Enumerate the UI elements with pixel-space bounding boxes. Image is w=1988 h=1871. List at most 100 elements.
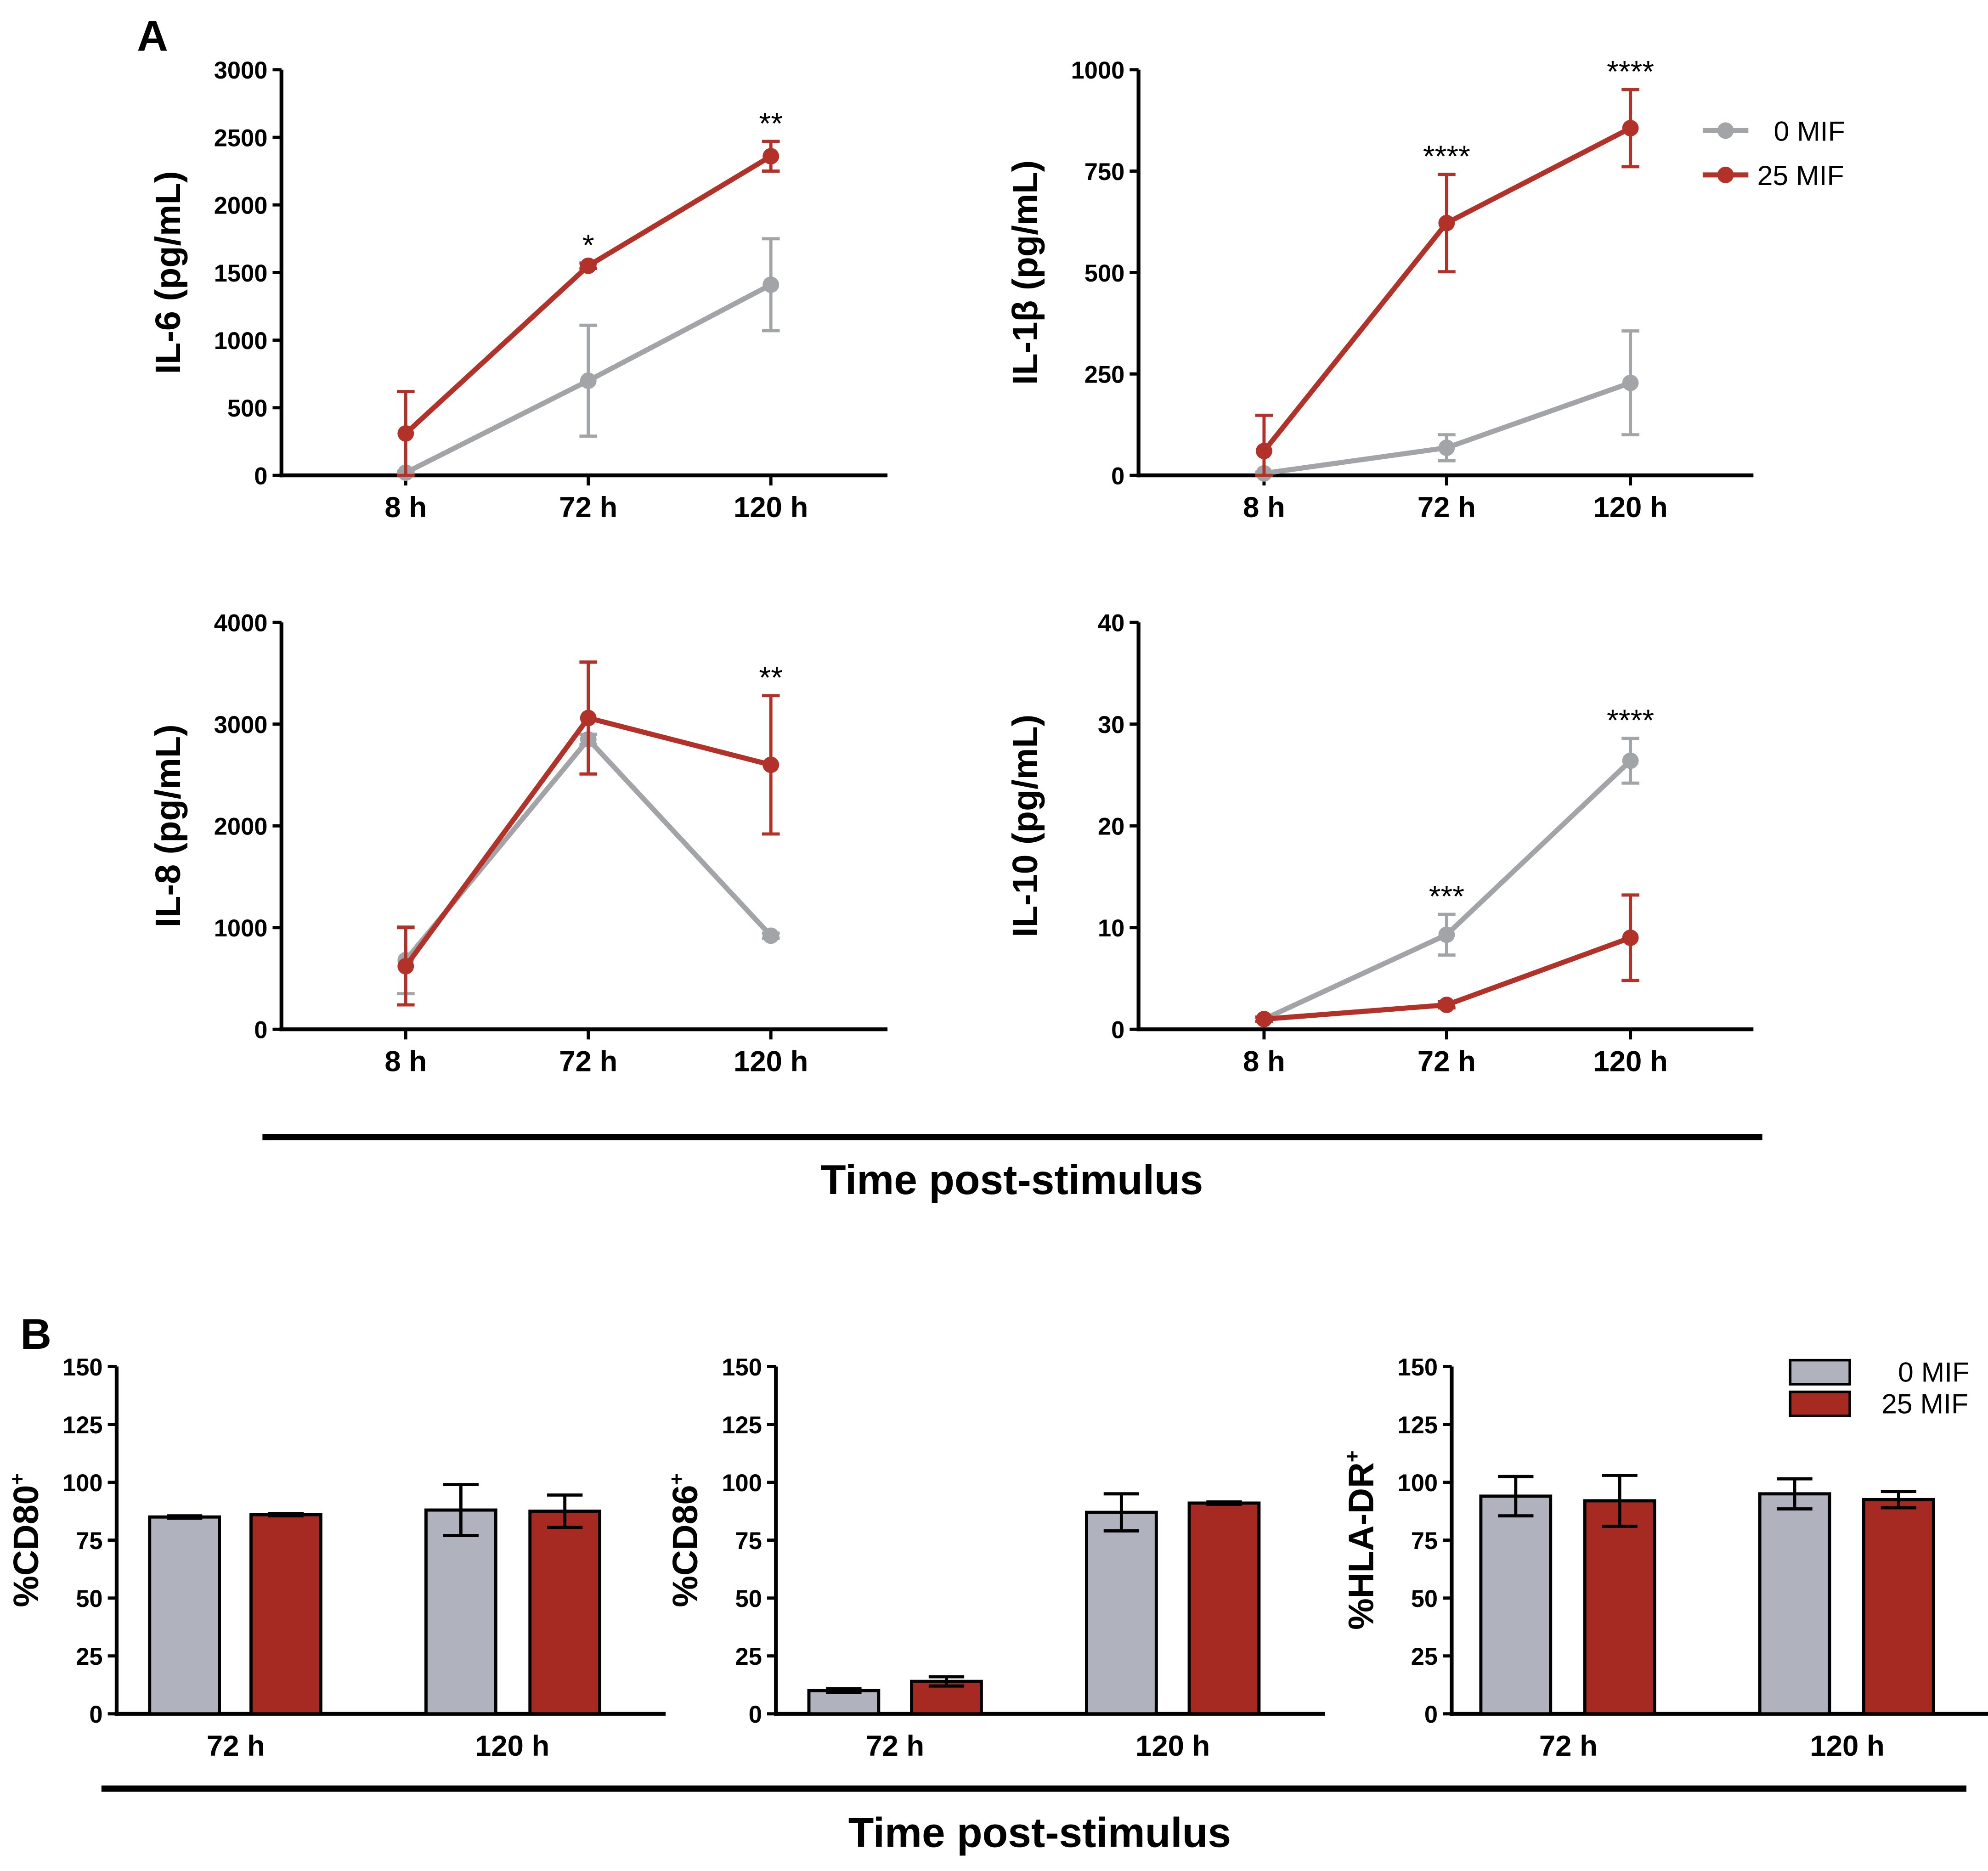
y-tick-label: 500 <box>1084 260 1125 287</box>
y-axis-title: IL-8 (pg/mL) <box>148 724 188 927</box>
bar-chart-cd86: 0 25 50 75 100 125 150 72 h 120 h %CD86+ <box>666 1354 1325 1762</box>
y-tick-label: 75 <box>735 1528 762 1555</box>
y-axis-title: %HLA-DR+ <box>1341 1450 1381 1630</box>
data-point <box>1438 997 1455 1014</box>
data-point <box>1438 440 1455 456</box>
data-point <box>1622 752 1639 769</box>
series-grey <box>1255 329 1639 482</box>
y-tick-label: 100 <box>722 1470 762 1497</box>
data-point <box>1255 1011 1272 1028</box>
y-axis-title-main: %CD86 <box>666 1485 705 1607</box>
legend-bar-swatch <box>1789 1358 1851 1386</box>
y-tick-label: 75 <box>76 1528 102 1555</box>
y-axis-title: %CD86+ <box>666 1473 705 1607</box>
bar-grey <box>1758 1492 1831 1716</box>
bar-red <box>1583 1499 1656 1716</box>
legend-label: 0 MIF <box>1898 1357 1969 1388</box>
significance-marker: ** <box>759 661 783 695</box>
x-tick-label: 120 h <box>1593 491 1667 524</box>
line-chart-il8: 0 1000 2000 3000 4000 8 h 72 h 120 h IL-8 (pg/mL… <box>148 610 888 1077</box>
y-tick-label: 150 <box>62 1354 103 1381</box>
significance-marker: *** <box>1429 879 1464 913</box>
x-tick-label: 72 h <box>559 491 617 524</box>
bar-grey <box>1085 1510 1158 1716</box>
data-point <box>762 927 779 944</box>
bar-red <box>249 1513 322 1716</box>
y-tick-label: 125 <box>1398 1412 1438 1439</box>
y-axis-title-superscript: + <box>1341 1450 1364 1462</box>
x-tick-label: 120 h <box>475 1730 549 1762</box>
y-tick-label: 0 <box>749 1702 762 1728</box>
significance-marker: ** <box>759 107 783 141</box>
x-tick-label: 120 h <box>1810 1730 1884 1762</box>
x-tick-label: 72 h <box>559 1045 617 1077</box>
y-tick-label: 30 <box>1098 712 1124 738</box>
data-point <box>397 958 414 975</box>
bar-red <box>1187 1501 1261 1716</box>
significance-marker: * <box>582 228 594 262</box>
data-point <box>580 257 597 274</box>
series-grey <box>396 237 780 481</box>
y-tick-label: 0 <box>254 1017 267 1044</box>
data-point <box>762 276 779 293</box>
x-tick-label: 72 h <box>1539 1730 1598 1762</box>
y-tick-label: 50 <box>735 1586 762 1612</box>
y-tick-label: 10 <box>1098 915 1124 942</box>
significance-marker: **** <box>1423 140 1470 174</box>
y-tick-label: 1500 <box>214 260 268 287</box>
data-point <box>1622 929 1639 946</box>
y-tick-label: 0 <box>1111 463 1124 490</box>
y-axis-title: IL-10 (pg/mL) <box>1005 715 1045 937</box>
y-tick-label: 3000 <box>214 712 268 738</box>
y-tick-label: 0 <box>254 463 267 490</box>
y-tick-label: 25 <box>76 1644 102 1670</box>
legend-lines: 0 MIF 25 MIF <box>1702 115 1845 191</box>
bar-grey <box>1479 1494 1553 1716</box>
data-point <box>1438 926 1455 943</box>
bar-grey <box>424 1508 497 1716</box>
legend-marker <box>1717 166 1734 183</box>
x-tick-label: 72 h <box>1418 1045 1476 1077</box>
y-axis-title: IL-1β (pg/mL) <box>1005 160 1045 385</box>
data-point <box>1438 214 1455 231</box>
series-red <box>396 140 780 477</box>
x-tick-label: 72 h <box>866 1730 924 1762</box>
legend-label: 25 MIF <box>1757 160 1844 191</box>
y-tick-label: 40 <box>1098 610 1124 637</box>
bar-red <box>1862 1498 1935 1716</box>
x-tick-label: 72 h <box>1418 491 1476 524</box>
panel-label-a: A <box>137 11 168 60</box>
y-tick-label: 0 <box>89 1702 102 1728</box>
series-red <box>1255 88 1639 477</box>
legend-marker <box>1717 122 1734 139</box>
y-axis-title: %CD80+ <box>6 1473 45 1607</box>
y-tick-label: 50 <box>76 1586 102 1612</box>
x-tick-label: 120 h <box>1135 1730 1210 1762</box>
y-axis-title-main: %CD80 <box>6 1485 46 1607</box>
y-tick-label: 25 <box>735 1644 762 1670</box>
y-tick-label: 25 <box>1411 1644 1438 1670</box>
series-red <box>396 660 780 1007</box>
y-tick-label: 4000 <box>214 610 268 637</box>
y-axis-title-main: %HLA-DR <box>1341 1462 1381 1630</box>
data-point <box>580 710 597 727</box>
y-tick-label: 100 <box>62 1470 103 1497</box>
y-tick-label: 150 <box>1398 1354 1438 1381</box>
legend-label: 25 MIF <box>1881 1388 1968 1420</box>
x-tick-label: 8 h <box>384 491 427 524</box>
y-axis-title-superscript: + <box>6 1473 28 1485</box>
y-tick-label: 500 <box>227 395 268 422</box>
x-tick-label: 72 h <box>207 1730 265 1762</box>
y-tick-label: 150 <box>722 1354 762 1381</box>
data-point <box>762 148 779 165</box>
y-tick-label: 0 <box>1424 1702 1438 1728</box>
y-tick-label: 125 <box>722 1412 762 1439</box>
section-x-title-b: Time post-stimulus <box>848 1810 1231 1856</box>
bar-grey <box>807 1689 881 1716</box>
y-tick-label: 2000 <box>214 193 268 220</box>
y-tick-label: 1000 <box>214 328 268 355</box>
bar-red <box>528 1510 602 1716</box>
y-axis-title-superscript: + <box>666 1473 688 1485</box>
